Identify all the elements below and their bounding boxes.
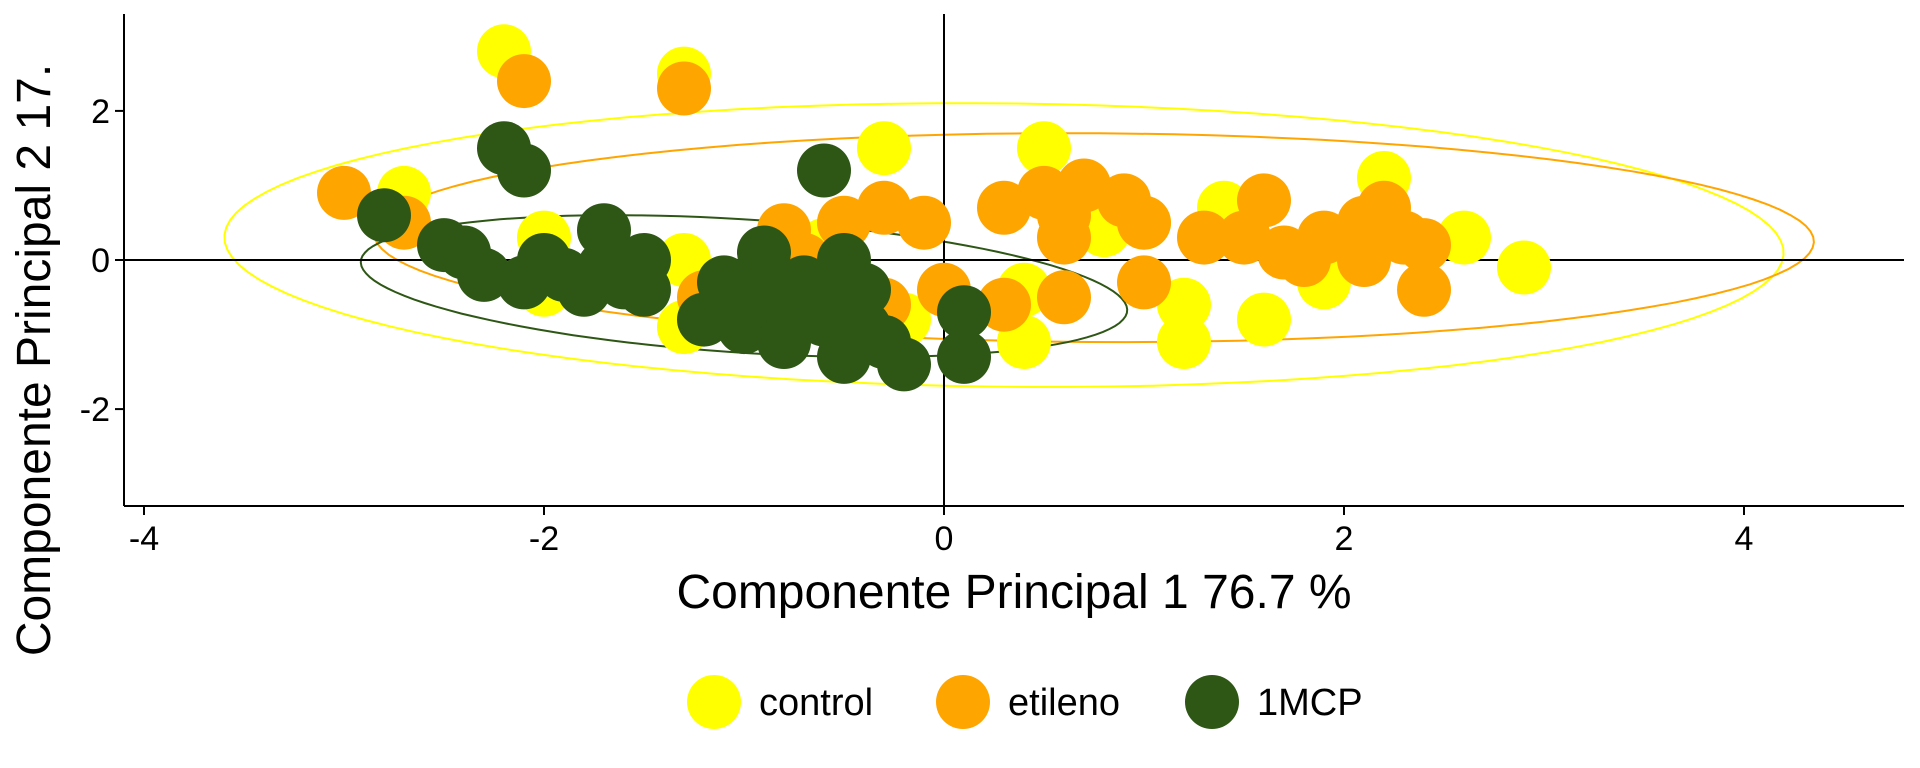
point-etileno (1117, 255, 1171, 310)
legend-label-1MCP: 1MCP (1257, 682, 1363, 724)
x-tick-label: 4 (1735, 520, 1754, 558)
point-control (1157, 277, 1211, 332)
point-etileno (1117, 195, 1171, 250)
point-1MCP (737, 225, 791, 280)
point-1MCP (937, 285, 991, 340)
point-1MCP (357, 188, 411, 243)
y-tick-label: 2 (91, 93, 110, 131)
x-tick-label: -2 (529, 520, 559, 558)
point-etileno (897, 195, 951, 250)
point-etileno (317, 165, 371, 220)
point-1MCP (817, 233, 871, 287)
series-1MCP (357, 121, 991, 392)
point-control (1157, 315, 1211, 369)
point-etileno (977, 277, 1031, 332)
legend-key-1MCP (1185, 675, 1239, 729)
data-points (317, 24, 1551, 392)
point-etileno (1397, 218, 1451, 273)
point-etileno (657, 61, 711, 116)
point-1MCP (457, 247, 511, 302)
point-etileno (1037, 210, 1091, 265)
x-axis-title: Componente Principal 1 76.7 % (676, 566, 1351, 619)
ellipse-control (223, 102, 1785, 389)
legend-label-control: control (759, 682, 873, 724)
point-control (1237, 292, 1291, 347)
legend: control etileno 1MCP (687, 675, 1363, 729)
y-tick-label: 0 (91, 242, 110, 280)
legend-item-etileno: etileno (936, 675, 1120, 729)
point-1MCP (757, 315, 811, 369)
y-axis-title: Componente Principal 2 17. (8, 64, 61, 656)
point-etileno (497, 54, 551, 109)
point-control (1017, 121, 1071, 176)
point-etileno (1037, 270, 1091, 325)
point-control (857, 121, 911, 176)
point-etileno (1337, 233, 1391, 287)
point-1MCP (617, 233, 671, 287)
point-control (1437, 210, 1491, 265)
point-1MCP (937, 329, 991, 384)
y-tick-label: -2 (80, 391, 110, 429)
point-etileno (1397, 262, 1451, 317)
point-1MCP (577, 203, 631, 258)
reference-lines (124, 14, 1904, 506)
point-1MCP (497, 143, 551, 198)
x-tick-label: 0 (935, 520, 954, 558)
legend-item-control: control (687, 675, 873, 729)
x-tick-label: 2 (1335, 520, 1354, 558)
legend-label-etileno: etileno (1008, 682, 1120, 724)
point-etileno (1237, 173, 1291, 228)
legend-key-etileno (936, 675, 990, 729)
point-1MCP (877, 337, 931, 392)
point-etileno (1277, 233, 1331, 287)
x-tick-label: -4 (129, 520, 159, 558)
legend-key-control (687, 675, 741, 729)
legend-item-1MCP: 1MCP (1185, 675, 1363, 729)
axes: -4 -2 0 2 4 -2 0 2 (80, 14, 1904, 558)
point-1MCP (817, 329, 871, 384)
point-1MCP (797, 143, 851, 198)
point-etileno (1177, 210, 1231, 265)
point-control (1497, 240, 1551, 295)
